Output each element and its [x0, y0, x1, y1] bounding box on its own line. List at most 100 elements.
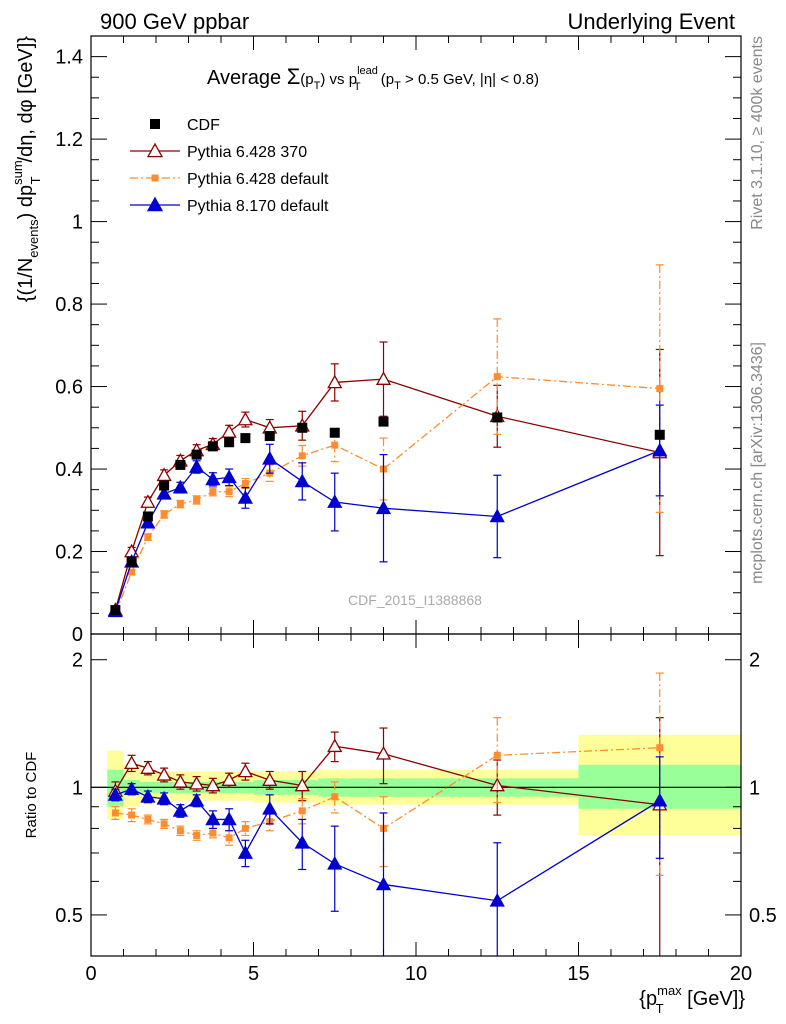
main-pythia-6-428-default-line — [114, 375, 660, 614]
main-y-tick-label: 1 — [72, 212, 83, 234]
main-pythia-6-428-default-point — [209, 488, 217, 496]
ratio-pythia-6-428-370-point — [375, 745, 392, 760]
main-pythia-8-170-default-point — [189, 459, 205, 473]
main-cdf-point — [297, 422, 308, 433]
ratio-pythia-8-170-default-point — [221, 811, 237, 826]
main-pythia-6-428-default-point — [493, 373, 501, 381]
x-tick-label: 0 — [85, 963, 96, 985]
main-pythia-6-428-default-point — [128, 568, 136, 576]
main-pythia-8-170-default-point — [140, 514, 156, 529]
main-pythia-6-428-default-point — [144, 533, 152, 541]
main-pythia-6-428-default-point — [160, 510, 168, 518]
legend-pythia-6-428-370-label: Pythia 6.428 370 — [187, 144, 307, 161]
main-pythia-8-170-default-point — [489, 508, 505, 523]
main-y-tick-label: 0.8 — [55, 294, 83, 316]
ratio-pythia-6-428-default-point — [144, 815, 152, 823]
main-y-tick-label: 1.2 — [55, 129, 83, 151]
ratio-pythia-6-428-default-point — [241, 824, 249, 832]
ratio-pythia-8-170-default-point — [489, 892, 505, 907]
header-left: 900 GeV ppbar — [100, 9, 249, 34]
ratio-pythia-6-428-370-point — [172, 774, 188, 788]
ratio-pythia-6-428-370-point — [156, 767, 172, 781]
plot-title: Average Σ(pT) vs plead T (pT > 0.5 GeV, |… — [207, 64, 539, 93]
main-cdf-point — [191, 449, 202, 460]
x-tick-label: 10 — [405, 963, 427, 985]
main-cdf-point — [110, 605, 121, 616]
main-pythia-6-428-370-line — [114, 378, 660, 611]
main-pythia-6-428-default-point — [656, 385, 664, 393]
main-pythia-8-170-default-point — [237, 490, 253, 504]
ratio-pythia-8-170-default-point — [237, 845, 253, 859]
main-pythia-6-428-370-point — [237, 411, 253, 426]
ratio-pythia-6-428-default-point — [493, 751, 501, 759]
main-pythia-6-428-370-point — [327, 374, 343, 389]
ratio-y-tick-label-right: 2 — [749, 650, 760, 672]
ratio-pythia-6-428-370-point — [262, 772, 278, 786]
ratio-y-label: Ratio to CDF — [23, 752, 40, 839]
ratio-pythia-6-428-370-point — [140, 760, 156, 774]
ratio-plot-data — [91, 672, 741, 956]
main-pythia-8-170-default-point — [262, 450, 278, 465]
ratio-y-tick-label: 0.5 — [55, 905, 83, 927]
legend-pythia-8-170-default-label: Pythia 8.170 default — [187, 198, 329, 215]
main-y-tick-label: 0.6 — [55, 377, 83, 399]
main-pythia-8-170-default-line — [114, 449, 660, 612]
main-pythia-6-428-default-point — [225, 488, 233, 496]
x-tick-label: 5 — [248, 963, 259, 985]
x-tick-label: 20 — [730, 963, 752, 985]
ratio-pythia-8-170-default-point — [140, 788, 156, 803]
ratio-pythia-6-428-default-point — [225, 834, 233, 842]
axes: 0 5 10 15 20 0 0.2 0.4 0.6 0.8 1 1.2 1.4 0.5 0.5 1 1 2 2 — [55, 35, 777, 985]
legend-pythia-6-428-default-point — [151, 174, 159, 182]
main-cdf-point — [175, 459, 186, 470]
ratio-pythia-6-428-default-point — [111, 809, 119, 817]
x-tick-label: 15 — [567, 963, 589, 985]
main-pythia-8-170-default-point — [221, 469, 237, 484]
ratio-pythia-8-170-default-point — [327, 855, 343, 870]
ratio-pythia-8-170-default-point — [375, 876, 392, 891]
main-pythia-6-428-default-point — [241, 479, 249, 487]
ratio-pythia-6-428-370-point — [189, 775, 205, 790]
main-pythia-8-170-default-point — [375, 500, 392, 515]
main-pythia-8-170-default-point — [294, 473, 310, 488]
ratio-y-tick-label-right: 0.5 — [749, 905, 777, 927]
ratio-pythia-6-428-default-point — [331, 793, 339, 801]
ratio-pythia-8-170-default-point — [294, 834, 310, 849]
main-pythia-6-428-370-point — [156, 467, 172, 482]
main-cdf-point — [264, 431, 275, 442]
ratio-pythia-6-428-default-point — [298, 807, 306, 815]
analysis-watermark: CDF_2015_I1388868 — [348, 592, 482, 608]
main-cdf-point — [492, 412, 503, 423]
ratio-pythia-8-170-default-point — [156, 790, 172, 805]
main-pythia-6-428-default-point — [298, 452, 306, 460]
main-pythia-6-428-370-point — [221, 424, 237, 438]
header-right: Underlying Event — [567, 9, 735, 34]
main-pythia-6-428-default-point — [193, 496, 201, 504]
ratio-pythia-8-170-default-point — [189, 792, 205, 807]
main-pythia-6-428-370-point — [375, 371, 392, 385]
main-pythia-6-428-default-point — [331, 441, 339, 449]
main-plot-data — [107, 264, 668, 618]
main-y-tick-label: 0 — [72, 624, 83, 646]
main-y-tick-label: 0.4 — [55, 459, 83, 481]
legend-pythia-6-428-370-point — [146, 142, 164, 158]
main-cdf-point — [126, 556, 137, 567]
legend: CDF Pythia 6.428 370 Pythia 6.428 default P… — [130, 117, 329, 215]
main-pythia-8-170-default-point — [156, 485, 172, 500]
ratio-pythia-8-170-default-point — [652, 792, 668, 807]
x-axis-label: {pmax T [GeV]} — [639, 983, 745, 1016]
main-cdf-point — [240, 433, 251, 444]
ratio-pythia-6-428-default-point — [128, 811, 136, 819]
main-y-label: {(1/Nevents) dpsum T/dη, dφ [GeV]} — [10, 36, 43, 302]
ratio-pythia-8-170-default-point — [262, 800, 278, 815]
ratio-pythia-6-428-default-point — [160, 820, 168, 828]
main-cdf-point — [159, 480, 170, 491]
ratio-pythia-8-170-default-point — [172, 803, 188, 817]
ratio-pythia-8-170-default-point — [107, 787, 123, 801]
main-pythia-6-428-370-point — [140, 494, 156, 508]
main-pythia-8-170-default-point — [172, 479, 188, 494]
main-cdf-point — [329, 427, 340, 438]
ratio-y-tick-label: 2 — [72, 650, 83, 672]
main-pythia-8-170-default-point — [327, 494, 343, 508]
